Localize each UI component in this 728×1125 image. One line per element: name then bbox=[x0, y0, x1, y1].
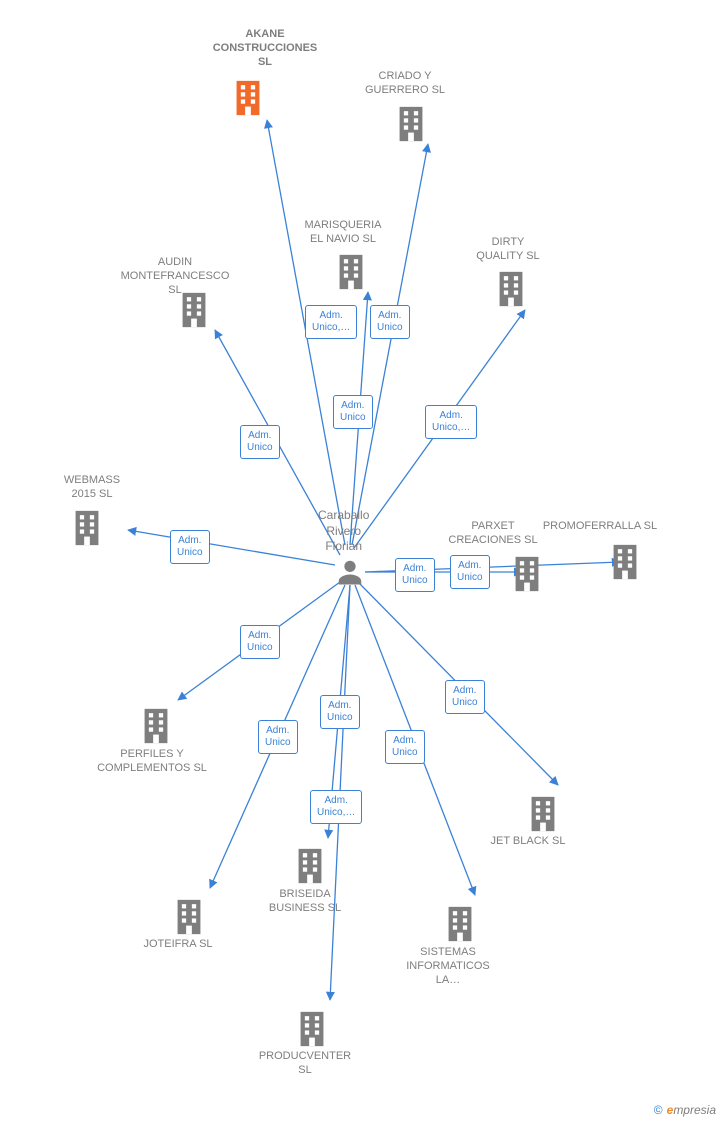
company-label: MARISQUERIA EL NAVIO SL bbox=[304, 219, 381, 247]
brand-logo: empresia bbox=[667, 1103, 716, 1117]
company-label: WEBMASS 2015 SL bbox=[64, 474, 120, 502]
company-node-akane[interactable]: AKANE CONSTRUCCIONES SL bbox=[205, 28, 325, 69]
company-label: PARXET CREACIONES SL bbox=[448, 520, 537, 548]
company-icon-perfiles[interactable] bbox=[138, 702, 174, 751]
edge-label-producv: Adm. Unico bbox=[320, 695, 360, 729]
company-node-sistemas[interactable]: SISTEMAS INFORMATICOS LA… bbox=[388, 946, 508, 987]
company-label: AUDIN MONTEFRANCESCO SL bbox=[115, 256, 235, 297]
footer-attribution: © empresia bbox=[654, 1103, 716, 1117]
copyright-symbol: © bbox=[654, 1103, 663, 1117]
company-label: DIRTY QUALITY SL bbox=[476, 236, 539, 264]
company-icon-sistemas[interactable] bbox=[442, 900, 478, 949]
company-icon-audin[interactable] bbox=[176, 286, 212, 335]
company-icon-akane[interactable] bbox=[230, 74, 266, 123]
company-label: CRIADO Y GUERRERO SL bbox=[365, 70, 445, 98]
company-icon-briseida[interactable] bbox=[292, 842, 328, 891]
building-icon bbox=[69, 508, 105, 548]
building-icon bbox=[493, 269, 529, 309]
person-icon bbox=[335, 555, 365, 589]
edge-label-marisq: Adm. Unico bbox=[333, 395, 373, 429]
company-node-briseida[interactable]: BRISEIDA BUSINESS SL bbox=[245, 888, 365, 916]
company-label: PROMOFERRALLA SL bbox=[543, 520, 657, 534]
company-icon-dirty[interactable] bbox=[493, 265, 529, 314]
company-icon-joteifra[interactable] bbox=[171, 893, 207, 942]
edge-label-dirty: Adm. Unico,… bbox=[425, 405, 477, 439]
company-icon-promof[interactable] bbox=[607, 538, 643, 587]
edge-label-joteifra: Adm. Unico bbox=[258, 720, 298, 754]
building-icon bbox=[607, 542, 643, 582]
company-node-parxet[interactable]: PARXET CREACIONES SL bbox=[433, 520, 553, 548]
edge-label-parxet: Adm. Unico bbox=[395, 558, 435, 592]
company-node-webmass[interactable]: WEBMASS 2015 SL bbox=[32, 474, 152, 502]
company-node-criado[interactable]: CRIADO Y GUERRERO SL bbox=[345, 70, 465, 98]
building-icon bbox=[333, 252, 369, 292]
building-icon bbox=[230, 78, 266, 118]
company-icon-jetblack[interactable] bbox=[525, 790, 561, 839]
network-diagram: AKANE CONSTRUCCIONES SL CRIADO Y GUERRERO… bbox=[0, 0, 728, 1125]
building-icon bbox=[294, 1009, 330, 1049]
company-label: PRODUCVENTER SL bbox=[259, 1050, 351, 1078]
company-label: SISTEMAS INFORMATICOS LA… bbox=[406, 946, 490, 987]
building-icon bbox=[171, 897, 207, 937]
edge-label-briseida: Adm. Unico,… bbox=[310, 790, 362, 824]
building-icon bbox=[525, 794, 561, 834]
edge-label-akane: Adm. Unico,… bbox=[305, 305, 357, 339]
company-node-producv[interactable]: PRODUCVENTER SL bbox=[245, 1050, 365, 1078]
company-icon-marisq[interactable] bbox=[333, 248, 369, 297]
edge-label-perfiles: Adm. Unico bbox=[240, 625, 280, 659]
company-node-marisq[interactable]: MARISQUERIA EL NAVIO SL bbox=[283, 219, 403, 247]
building-icon bbox=[138, 706, 174, 746]
company-icon-criado[interactable] bbox=[393, 100, 429, 149]
edge-label-audin: Adm. Unico bbox=[240, 425, 280, 459]
edge-label-jetblack: Adm. Unico bbox=[445, 680, 485, 714]
company-node-dirty[interactable]: DIRTY QUALITY SL bbox=[448, 236, 568, 264]
company-label: BRISEIDA BUSINESS SL bbox=[269, 888, 341, 916]
edge-to-criado bbox=[352, 144, 428, 545]
company-node-perfiles[interactable]: PERFILES Y COMPLEMENTOS SL bbox=[92, 748, 212, 776]
company-icon-webmass[interactable] bbox=[69, 504, 105, 553]
company-node-promof[interactable]: PROMOFERRALLA SL bbox=[540, 520, 660, 534]
building-icon bbox=[176, 290, 212, 330]
building-icon bbox=[509, 554, 545, 594]
company-icon-producv[interactable] bbox=[294, 1005, 330, 1054]
company-label: PERFILES Y COMPLEMENTOS SL bbox=[97, 748, 207, 776]
building-icon bbox=[292, 846, 328, 886]
center-person[interactable] bbox=[335, 553, 365, 589]
edge-label-criado: Adm. Unico bbox=[370, 305, 410, 339]
company-node-audin[interactable]: AUDIN MONTEFRANCESCO SL bbox=[115, 256, 235, 297]
company-label: AKANE CONSTRUCCIONES SL bbox=[213, 28, 318, 69]
building-icon bbox=[393, 104, 429, 144]
center-person-label: Caraballo Rivero Florian bbox=[318, 508, 369, 555]
edge-label-webmass: Adm. Unico bbox=[170, 530, 210, 564]
building-icon bbox=[442, 904, 478, 944]
edge-to-webmass bbox=[128, 530, 335, 565]
edge-label-promof: Adm. Unico bbox=[450, 555, 490, 589]
edge-label-sistemas: Adm. Unico bbox=[385, 730, 425, 764]
company-icon-parxet[interactable] bbox=[509, 550, 545, 599]
